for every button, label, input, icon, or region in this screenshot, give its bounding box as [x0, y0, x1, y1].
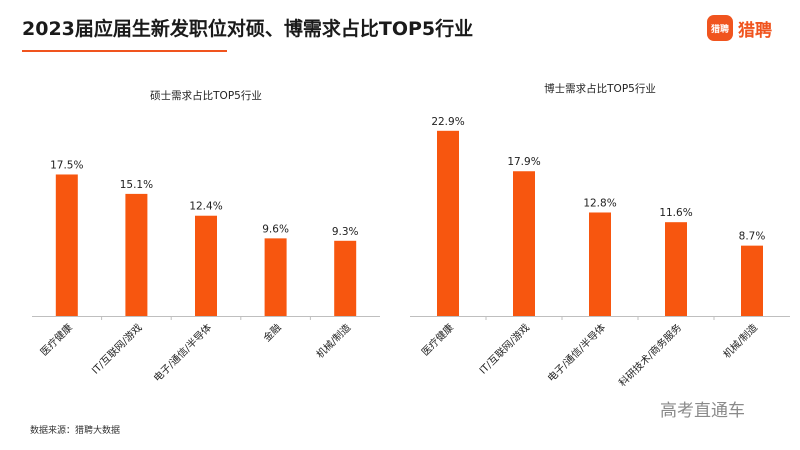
masters-value-label-3: 12.4% [189, 201, 222, 213]
masters-bar-3 [195, 215, 217, 316]
masters-category-label-5: 机械/制造 [313, 321, 353, 361]
phd-bar-3 [589, 212, 611, 316]
masters-value-label-2: 15.1% [120, 179, 153, 191]
masters-category-label-2: IT/互联网/游戏 [89, 321, 145, 377]
masters-value-label-1: 17.5% [50, 159, 83, 171]
phd-category-label-3: 电子/通信/半导体 [545, 321, 608, 384]
masters-bar-4 [264, 238, 287, 316]
masters-value-label-4: 9.6% [262, 223, 289, 235]
masters-bar-1 [55, 174, 78, 316]
masters-chart-title: 硕士需求占比TOP5行业 [150, 89, 262, 102]
phd-category-label-2: IT/互联网/游戏 [476, 321, 532, 377]
phd-category-label-1: 医疗健康 [419, 321, 456, 358]
logo-text: 猎聘 [738, 20, 772, 41]
phd-value-label-3: 12.8% [583, 197, 616, 209]
phd-category-label-4: 科研技术/商务服务 [616, 321, 684, 389]
masters-category-label-4: 金融 [260, 321, 283, 344]
phd-category-label-5: 机械/制造 [720, 321, 760, 361]
title-underline [22, 50, 227, 52]
phd-value-label-5: 8.7% [739, 231, 766, 243]
phd-bar-2 [513, 171, 535, 316]
masters-value-label-5: 9.3% [332, 226, 359, 238]
phd-value-label-1: 22.9% [431, 116, 464, 128]
phd-chart-title: 博士需求占比TOP5行业 [544, 82, 656, 95]
masters-bar-5 [334, 240, 357, 316]
phd-value-label-2: 17.9% [507, 156, 540, 168]
phd-value-label-4: 11.6% [659, 207, 692, 219]
phd-bar-1 [437, 130, 459, 316]
page-title: 2023届应届生新发职位对硕、博需求占比TOP5行业 [22, 18, 474, 40]
masters-category-label-1: 医疗健康 [37, 321, 74, 358]
liepin-logo: 猎聘 猎聘 [707, 15, 772, 41]
phd-bar-4 [665, 222, 687, 316]
watermark-text: 高考直通车 [660, 401, 745, 421]
logo-badge-icon: 猎聘 [707, 15, 733, 41]
masters-bar-2 [125, 193, 148, 316]
data-source-note: 数据来源：猎聘大数据 [30, 426, 121, 436]
phd-bar-5 [741, 245, 763, 316]
masters-category-label-3: 电子/通信/半导体 [151, 321, 214, 384]
